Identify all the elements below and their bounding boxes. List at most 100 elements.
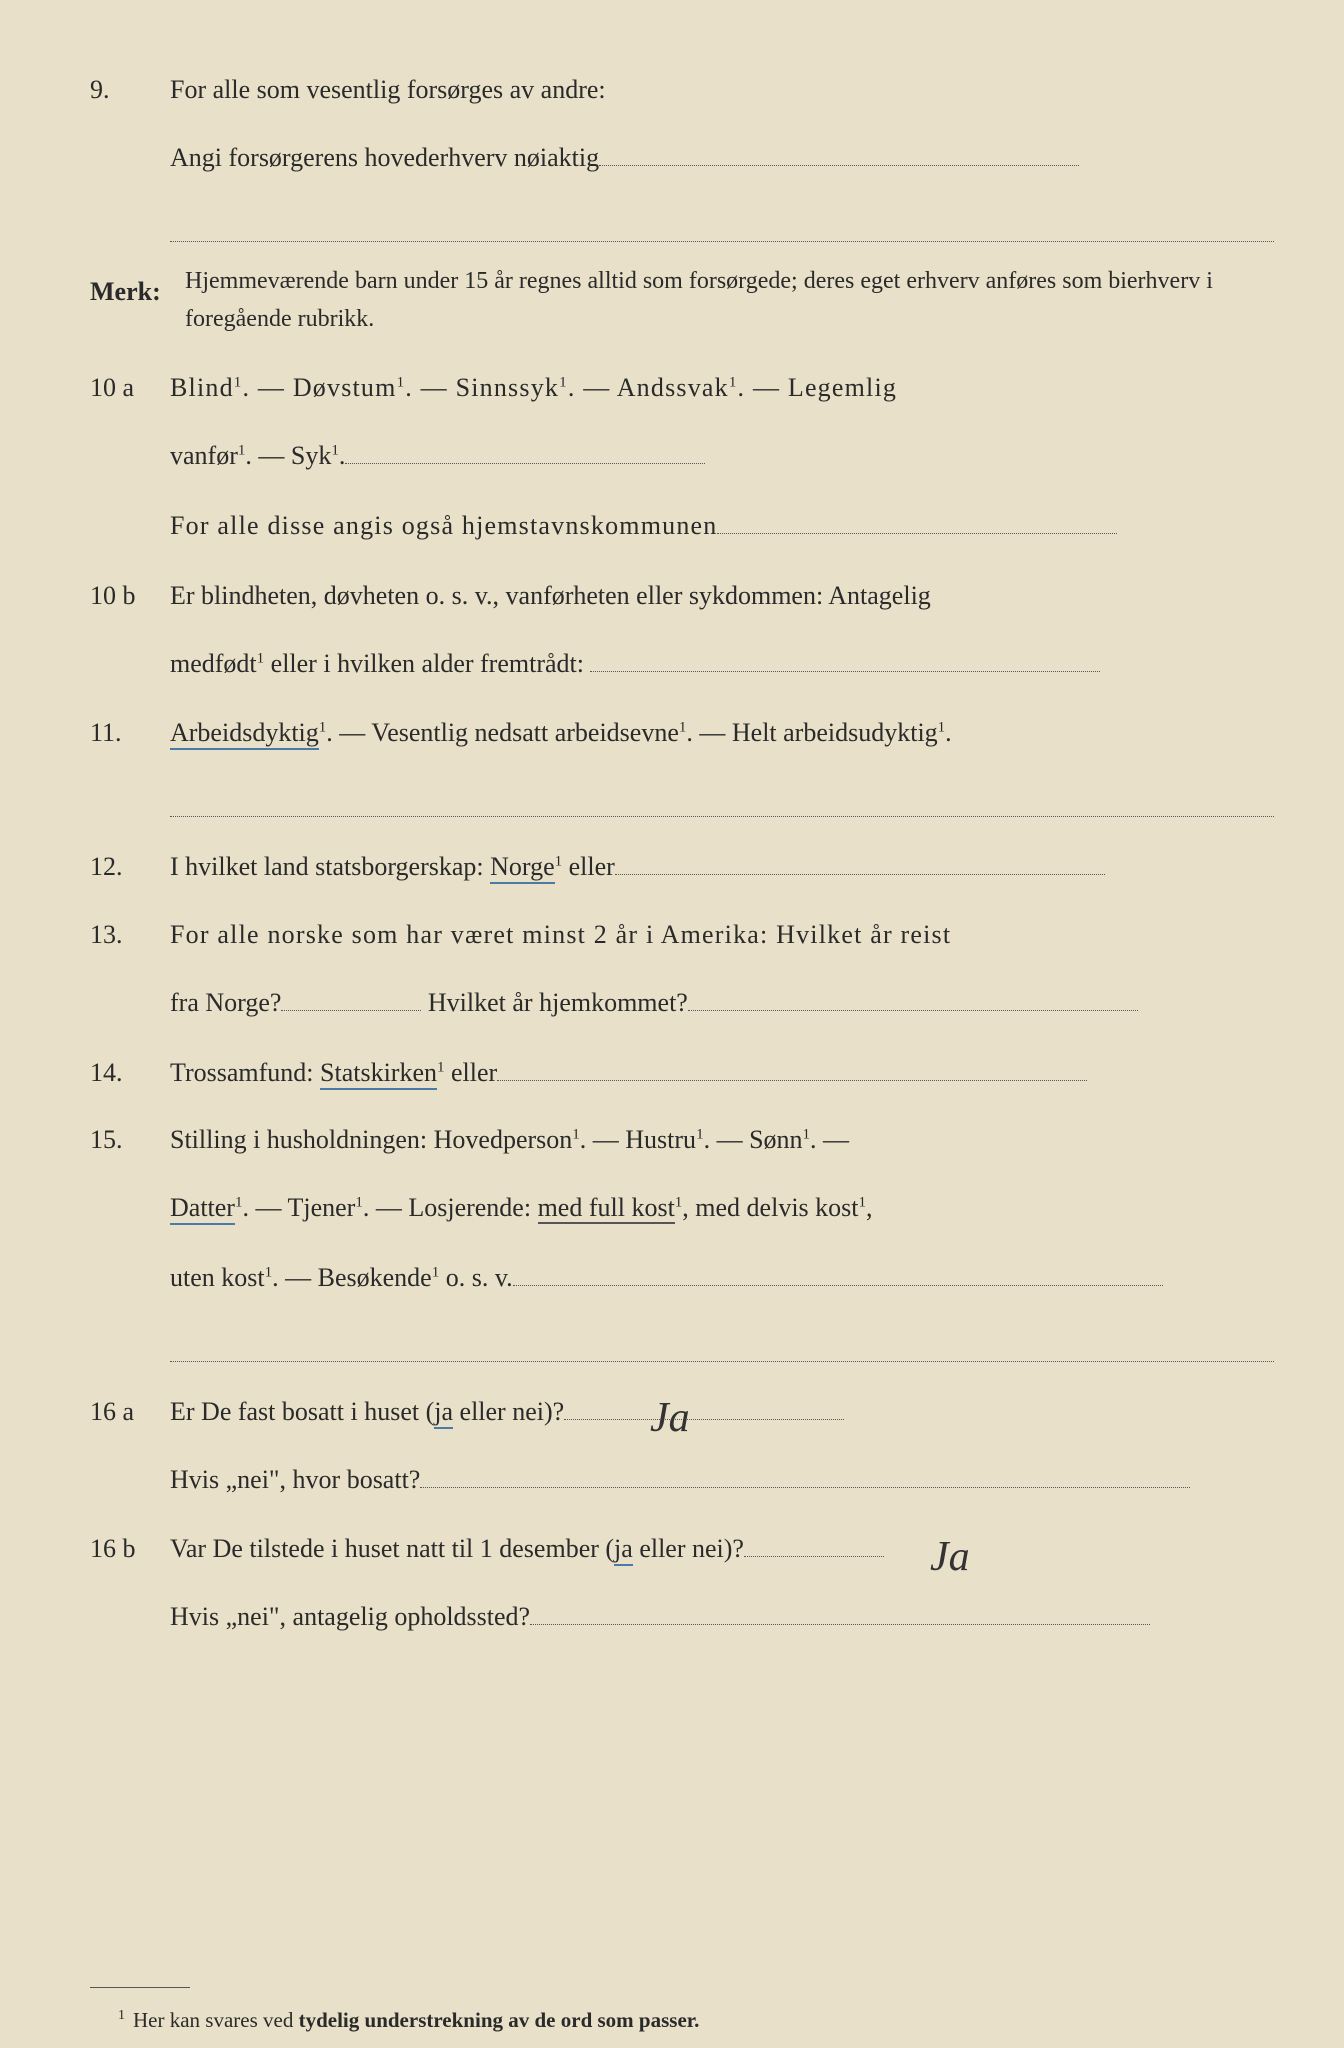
q10a-opt2: Døvstum	[293, 373, 397, 402]
q14-content: Trossamfund: Statskirken1 eller	[170, 1043, 1274, 1103]
q15-tjener: Tjener	[288, 1193, 356, 1222]
q10a-line3-row: For alle disse angis også hjemstavnskomm…	[170, 496, 1274, 556]
q12-norge: Norge	[490, 852, 555, 884]
dash: —	[745, 373, 788, 402]
q16a-line1-row: Er De fast bosatt i huset (ja eller nei)…	[170, 1382, 1274, 1442]
q14-statskirken: Statskirken	[320, 1058, 437, 1090]
question-9: 9. For alle som vesentlig forsørges av a…	[90, 60, 1274, 120]
dash: —	[586, 1125, 625, 1154]
q16a-line2-row: Hvis „nei", hvor bosatt?	[170, 1450, 1274, 1510]
q9-line1: For alle som vesentlig forsørges av andr…	[170, 60, 1274, 120]
dash: —	[693, 718, 732, 747]
q11-opt2: Vesentlig nedsatt arbeidsevne	[371, 718, 679, 747]
q10b-fill	[590, 671, 1100, 672]
q9-number: 9.	[90, 60, 170, 120]
footnote-bold: tydelig understrekning av de ord som pas…	[299, 2008, 700, 2032]
q15-besokende: Besøkende	[318, 1263, 432, 1292]
dash: —	[710, 1125, 749, 1154]
question-11: 11. Arbeidsdyktig1. — Vesentlig nedsatt …	[90, 703, 1274, 763]
q16a-line2: Hvis „nei", hvor bosatt?	[170, 1465, 420, 1494]
footnote: 1Her kan svares ved tydelig understrekni…	[90, 1996, 1274, 2044]
question-12: 12. I hvilket land statsborgerskap: Norg…	[90, 837, 1274, 897]
q13-hjemkommet: Hvilket år hjemkommet?	[428, 988, 688, 1017]
dash: —	[252, 441, 291, 470]
q11-options: Arbeidsdyktig1. — Vesentlig nedsatt arbe…	[170, 703, 1274, 763]
q11-opt1: Arbeidsdyktig	[170, 718, 319, 750]
merk-label: Merk:	[90, 262, 185, 339]
q15-fill	[513, 1285, 1163, 1286]
q13-line1: For alle norske som har været minst 2 år…	[170, 905, 1274, 965]
q15-line1: Stilling i husholdningen: Hovedperson1. …	[170, 1110, 1274, 1170]
q15-number: 15.	[90, 1110, 170, 1170]
q15-osv: o. s. v.	[439, 1263, 512, 1292]
q16b-fill2	[530, 1624, 1150, 1625]
q16b-fill1	[744, 1556, 884, 1557]
q12-text2: eller	[562, 852, 615, 881]
merk-note: Merk: Hjemmeværende barn under 15 år reg…	[90, 262, 1274, 339]
question-14: 14. Trossamfund: Statskirken1 eller	[90, 1043, 1274, 1103]
q14-text2: eller	[445, 1058, 498, 1087]
q16a-fill2	[420, 1487, 1190, 1488]
q16b-line1: Var De tilstede i huset natt til 1 desem…	[170, 1534, 744, 1566]
footnote-text1: Her kan svares ved	[133, 2008, 299, 2032]
q12-number: 12.	[90, 837, 170, 897]
q10a-number: 10 a	[90, 358, 170, 418]
q10a-opt4: Andssvak	[617, 373, 729, 402]
dash: —	[817, 1125, 850, 1154]
q16a-answer: Ja	[650, 1370, 690, 1467]
q13-fill2	[688, 1010, 1138, 1011]
q16b-number: 16 b	[90, 1519, 170, 1579]
q10a-opt3: Sinnssyk	[456, 373, 560, 402]
q14-number: 14.	[90, 1043, 170, 1103]
q16a-line1: Er De fast bosatt i huset (ja eller nei)…	[170, 1397, 564, 1429]
q10b-medfodt: medfødt	[170, 649, 257, 678]
q15-text1: Stilling i husholdningen:	[170, 1125, 434, 1154]
q16b-line1-row: Var De tilstede i huset natt til 1 desem…	[170, 1519, 1274, 1579]
dash: —	[413, 373, 456, 402]
q16a-number: 16 a	[90, 1382, 170, 1442]
q9-fill	[599, 165, 1079, 166]
q15-blank-line	[170, 1326, 1274, 1362]
q11-opt3: Helt arbeidsudyktig	[732, 718, 938, 747]
q16b-line2-row: Hvis „nei", antagelig opholdssted?	[170, 1587, 1274, 1647]
footnote-rule	[90, 1987, 190, 1988]
q13-line2-row: fra Norge? Hvilket år hjemkommet?	[170, 973, 1274, 1033]
dash: —	[249, 1193, 288, 1222]
dash: —	[250, 373, 293, 402]
q10a-opt1: Blind	[170, 373, 234, 402]
q15-sonn: Sønn	[749, 1125, 802, 1154]
q11-blank-line	[170, 781, 1274, 817]
q15-line3: uten kost1. — Besøkende1 o. s. v.	[170, 1248, 1274, 1308]
q13-number: 13.	[90, 905, 170, 965]
q11-number: 11.	[90, 703, 170, 763]
question-16a: 16 a Er De fast bosatt i huset (ja eller…	[90, 1382, 1274, 1442]
q14-fill	[497, 1080, 1087, 1081]
question-16b: 16 b Var De tilstede i huset natt til 1 …	[90, 1519, 1274, 1579]
q16a-fill1	[564, 1419, 844, 1420]
q15-losjerende: Losjerende:	[408, 1193, 537, 1222]
question-10a: 10 a Blind1. — Døvstum1. — Sinnssyk1. — …	[90, 358, 1274, 418]
q10a-line2: vanfør1. — Syk1.	[170, 426, 1274, 486]
q10a-line3: For alle disse angis også hjemstavnskomm…	[170, 511, 717, 540]
dash: —	[576, 373, 617, 402]
q15-line2: Datter1. — Tjener1. — Losjerende: med fu…	[170, 1178, 1274, 1238]
q9-blank-line	[170, 206, 1274, 242]
q15-hustru: Hustru	[625, 1125, 696, 1154]
merk-text: Hjemmeværende barn under 15 år regnes al…	[185, 262, 1274, 339]
question-10b: 10 b Er blindheten, døvheten o. s. v., v…	[90, 566, 1274, 626]
q14-text1: Trossamfund:	[170, 1058, 320, 1087]
q10a-vanfor: vanfør	[170, 441, 238, 470]
q10b-text: eller i hvilken alder fremtrådt:	[264, 649, 590, 678]
question-13: 13. For alle norske som har været minst …	[90, 905, 1274, 965]
q12-fill	[615, 874, 1105, 875]
q15-full-kost: med full kost	[538, 1193, 675, 1224]
dash: —	[333, 718, 372, 747]
q16b-answer: Ja	[930, 1509, 970, 1606]
q15-datter: Datter	[170, 1193, 235, 1225]
q15-delvis-kost: med delvis kost	[695, 1193, 858, 1222]
q10b-number: 10 b	[90, 566, 170, 626]
q13-fill1	[281, 1010, 421, 1011]
q12-content: I hvilket land statsborgerskap: Norge1 e…	[170, 837, 1274, 897]
q10a-syk: Syk	[291, 441, 331, 470]
q15-hovedperson: Hovedperson	[434, 1125, 573, 1154]
